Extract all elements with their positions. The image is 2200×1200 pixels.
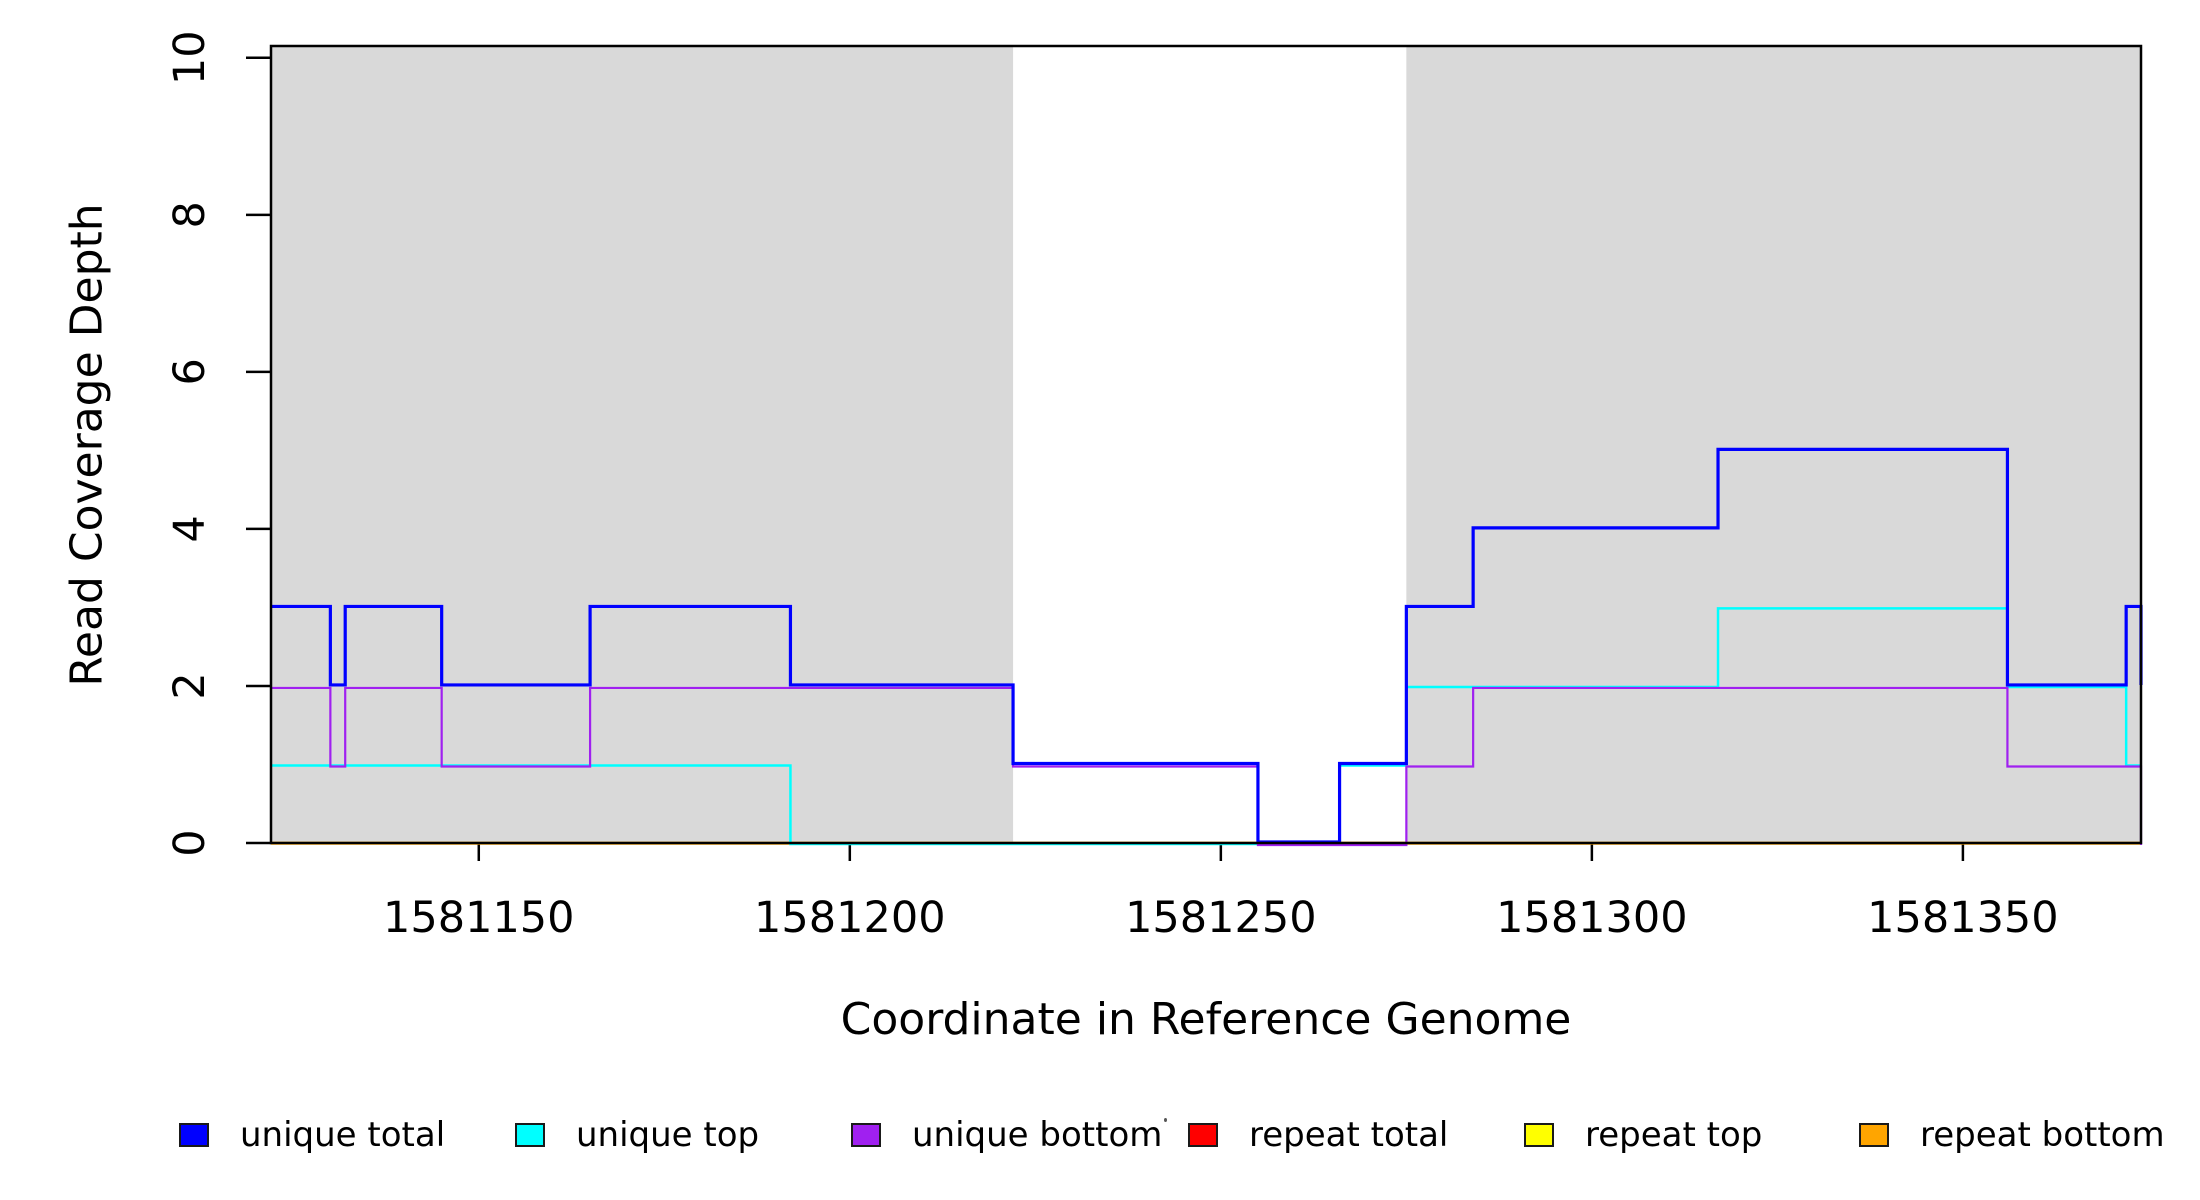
legend-item-unique-bottom: unique bottom <box>851 1118 1162 1152</box>
legend-label: repeat bottom <box>1920 1115 2165 1155</box>
x-tick-label: 1581300 <box>1496 893 1688 943</box>
series-line-unique-bottom <box>271 686 2143 847</box>
y-tick-label: 4 <box>165 515 215 542</box>
shaded-region <box>1406 46 2141 843</box>
legend-item-repeat-total: repeat total <box>1188 1118 1448 1152</box>
unique-bottom-swatch-icon <box>851 1123 881 1147</box>
x-tick-label: 1581150 <box>383 893 575 943</box>
legend-label: unique total <box>240 1115 446 1155</box>
x-tick-label: 1581250 <box>1125 893 1317 943</box>
y-axis-title: Read Coverage Depth <box>61 203 113 687</box>
x-axis-title: Coordinate in Reference Genome <box>840 994 1572 1045</box>
legend-label: repeat top <box>1585 1115 1763 1155</box>
legend-label: repeat total <box>1249 1115 1449 1155</box>
shaded-region <box>271 46 1014 843</box>
y-tick-label: 2 <box>165 672 215 699</box>
legend-item-repeat-top: repeat top <box>1524 1118 1762 1152</box>
repeat-bottom-swatch-icon <box>1859 1123 1889 1147</box>
unique-total-swatch-icon <box>179 1123 209 1147</box>
legend-label: unique top <box>576 1115 760 1155</box>
stray-dot-artifact <box>1164 1118 1167 1122</box>
x-tick-label: 1581350 <box>1867 893 2059 943</box>
y-tick-label: 6 <box>165 358 215 385</box>
repeat-total-swatch-icon <box>1188 1123 1218 1147</box>
legend-label: unique bottom <box>912 1115 1163 1155</box>
y-tick-label: 0 <box>165 829 215 856</box>
x-tick-label: 1581200 <box>754 893 946 943</box>
unique-top-swatch-icon <box>515 1123 545 1147</box>
legend: unique total unique top unique bottom re… <box>0 1118 2200 1168</box>
legend-item-unique-total: unique total <box>179 1118 445 1152</box>
legend-item-repeat-bottom: repeat bottom <box>1859 1118 2165 1152</box>
y-tick-label: 10 <box>165 30 215 85</box>
repeat-top-swatch-icon <box>1524 1123 1554 1147</box>
y-tick-label: 8 <box>165 201 215 228</box>
plot-border <box>269 44 2143 845</box>
legend-item-unique-top: unique top <box>515 1118 759 1152</box>
